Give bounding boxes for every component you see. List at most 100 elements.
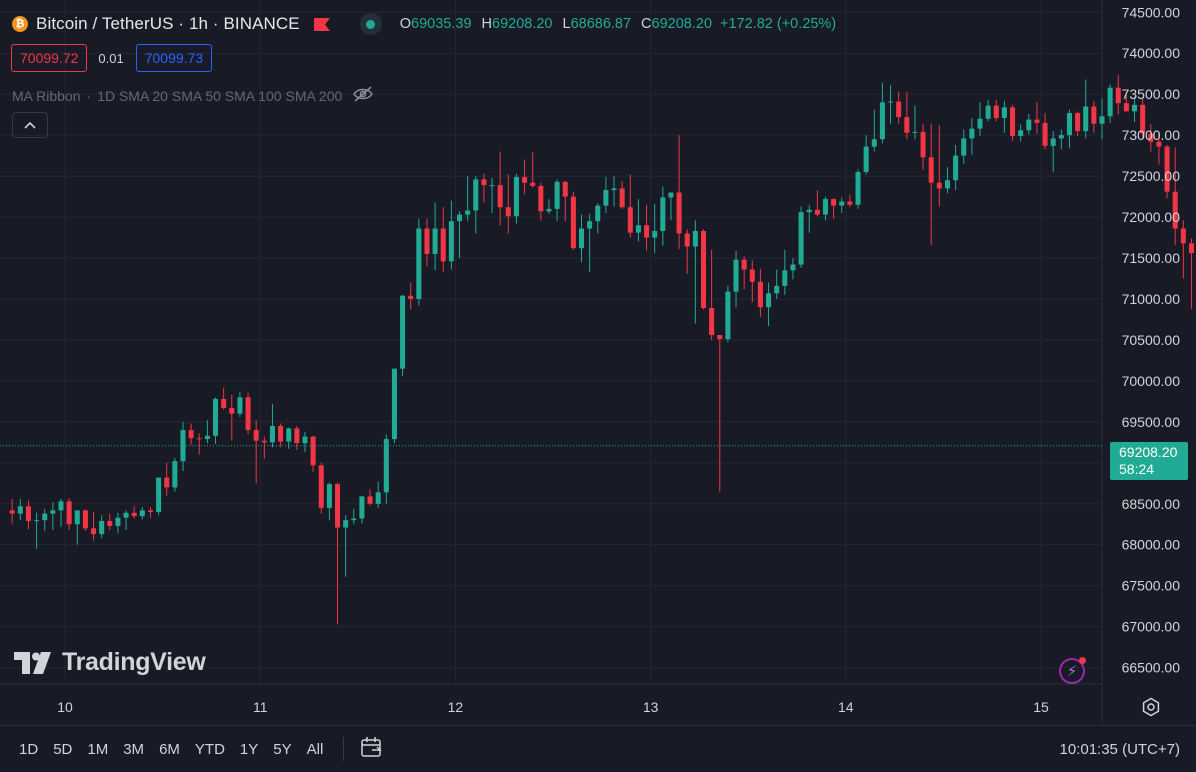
timeframe-6m[interactable]: 6M bbox=[159, 740, 180, 758]
candle-body bbox=[871, 139, 877, 147]
candle bbox=[1001, 100, 1007, 133]
candle bbox=[790, 258, 796, 280]
price-tick-label: 68000.00 bbox=[1122, 537, 1181, 553]
collapse-legend-button[interactable] bbox=[12, 112, 48, 138]
price-tick-label: 71500.00 bbox=[1122, 250, 1181, 266]
candle-body bbox=[269, 425, 275, 443]
candle-body bbox=[318, 465, 324, 508]
candle-body bbox=[359, 496, 365, 519]
candle-body bbox=[977, 118, 983, 129]
candle bbox=[953, 144, 959, 191]
candle bbox=[489, 177, 495, 213]
candle bbox=[1140, 97, 1146, 140]
eye-hidden-icon[interactable] bbox=[352, 86, 374, 105]
candle-body bbox=[204, 435, 210, 440]
candle bbox=[1123, 91, 1129, 112]
candle-body bbox=[1188, 243, 1194, 254]
candle-body bbox=[652, 231, 658, 238]
timeframe-1m[interactable]: 1M bbox=[87, 740, 109, 758]
candle-body bbox=[627, 207, 633, 233]
candle-body bbox=[896, 101, 902, 118]
candle bbox=[977, 102, 983, 136]
candle-body bbox=[578, 228, 585, 249]
price-tick-label: 74500.00 bbox=[1122, 4, 1181, 20]
candle-body bbox=[1164, 146, 1170, 192]
time-tick-label: 11 bbox=[253, 699, 268, 715]
clock-timezone[interactable]: 10:01:35 (UTC+7) bbox=[1059, 740, 1180, 758]
candle-body bbox=[855, 172, 861, 205]
time-tick-label: 14 bbox=[838, 699, 854, 715]
flag-icon[interactable] bbox=[313, 17, 330, 31]
candle-body bbox=[131, 512, 137, 517]
close-value: 69208.20 bbox=[651, 16, 713, 32]
candle bbox=[131, 506, 137, 519]
candle-body bbox=[1018, 130, 1024, 136]
candle-body bbox=[107, 520, 113, 526]
candle-body bbox=[953, 155, 959, 181]
candle-body bbox=[1066, 113, 1072, 136]
timeframe-1d[interactable]: 1D bbox=[19, 740, 39, 758]
candle-body bbox=[74, 510, 80, 525]
candle bbox=[448, 200, 454, 270]
time-tick-label: 10 bbox=[57, 699, 73, 715]
price-tick-label: 68500.00 bbox=[1122, 496, 1181, 512]
candle bbox=[822, 196, 829, 221]
candle-body bbox=[1050, 138, 1056, 146]
candle-body bbox=[383, 439, 389, 493]
timeframe-1y[interactable]: 1Y bbox=[239, 740, 259, 758]
candle bbox=[318, 462, 324, 514]
candle bbox=[595, 203, 601, 234]
candle-body bbox=[822, 199, 829, 215]
candle-body bbox=[42, 513, 48, 521]
sell-button[interactable]: 70099.72 bbox=[11, 44, 88, 72]
candle-body bbox=[782, 270, 788, 286]
candle-body bbox=[717, 335, 723, 340]
candle bbox=[188, 423, 194, 445]
price-tick-label: 72000.00 bbox=[1122, 209, 1181, 225]
symbol-title[interactable]: Bitcoin / TetherUS · 1h · BINANCE bbox=[36, 14, 300, 33]
candle bbox=[847, 194, 853, 208]
timeframe-5y[interactable]: 5Y bbox=[273, 740, 292, 758]
buy-button[interactable]: 70099.73 bbox=[135, 44, 213, 72]
candle-body bbox=[709, 308, 715, 336]
candle-body bbox=[985, 105, 991, 119]
price-axis[interactable]: 74500.00 74000.00 73500.00 73000.00 72500.00… bbox=[1122, 4, 1181, 675]
candle-body bbox=[847, 201, 853, 205]
candle bbox=[115, 512, 121, 534]
candle bbox=[985, 99, 991, 122]
timeframe-5d[interactable]: 5D bbox=[53, 740, 73, 758]
candle-body bbox=[1058, 135, 1064, 139]
timeframe-3m[interactable]: 3M bbox=[123, 740, 145, 758]
candle-body bbox=[34, 520, 40, 522]
candle bbox=[1091, 100, 1097, 133]
calendar-icon[interactable] bbox=[360, 736, 384, 763]
candle-body bbox=[245, 397, 251, 431]
time-axis[interactable]: 10 11 12 13 14 15 bbox=[57, 699, 1049, 715]
candle-body bbox=[375, 492, 381, 504]
candle-body bbox=[188, 430, 194, 439]
candle-body bbox=[798, 212, 804, 265]
timeframe-all[interactable]: All bbox=[306, 740, 324, 758]
candle bbox=[302, 431, 308, 453]
candle-body bbox=[82, 510, 88, 529]
indicator-legend[interactable]: MA Ribbon · 1D SMA 20 SMA 50 SMA 100 SMA… bbox=[12, 86, 374, 105]
candle bbox=[806, 204, 812, 233]
settings-gear-icon[interactable] bbox=[1141, 697, 1161, 717]
candle-body bbox=[611, 188, 617, 191]
market-status-icon[interactable] bbox=[359, 13, 382, 35]
candle bbox=[619, 181, 625, 209]
candle bbox=[928, 123, 934, 245]
timeframe-ytd[interactable]: YTD bbox=[194, 740, 225, 758]
candle bbox=[587, 213, 593, 272]
candle bbox=[733, 250, 739, 308]
candle-body bbox=[334, 484, 341, 528]
candle-body bbox=[156, 477, 162, 512]
candle-body bbox=[1180, 228, 1186, 244]
candle bbox=[481, 173, 487, 203]
candle bbox=[611, 176, 617, 207]
candle bbox=[782, 249, 788, 295]
lightning-icon[interactable]: ⚡ bbox=[1059, 657, 1086, 684]
candle-body bbox=[904, 117, 910, 133]
tradingview-logo[interactable]: TradingView bbox=[14, 648, 206, 677]
